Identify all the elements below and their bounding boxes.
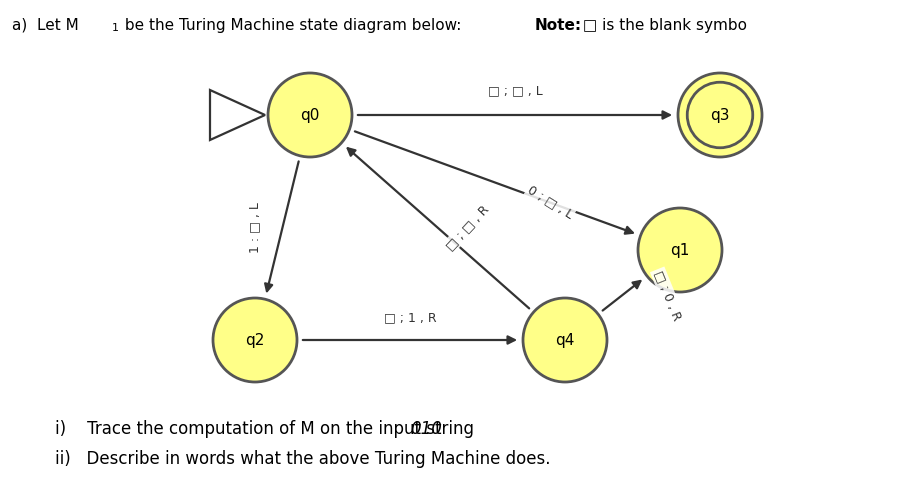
FancyArrowPatch shape bbox=[265, 161, 298, 291]
Circle shape bbox=[678, 73, 762, 157]
Text: □ is the blank symbo: □ is the blank symbo bbox=[578, 18, 747, 33]
Text: 1 : □ , L: 1 : □ , L bbox=[248, 202, 261, 253]
FancyArrowPatch shape bbox=[303, 336, 515, 344]
Text: Note:: Note: bbox=[535, 18, 582, 33]
Text: q4: q4 bbox=[555, 332, 575, 347]
Circle shape bbox=[523, 298, 607, 382]
Text: q2: q2 bbox=[245, 332, 264, 347]
FancyArrowPatch shape bbox=[357, 111, 670, 119]
Text: q3: q3 bbox=[710, 107, 729, 122]
FancyArrowPatch shape bbox=[348, 148, 530, 309]
Text: i)    Trace the computation of M on the input string: i) Trace the computation of M on the inp… bbox=[55, 420, 479, 438]
Text: 1: 1 bbox=[112, 23, 119, 33]
Text: □ ; □ , R: □ ; □ , R bbox=[444, 202, 492, 253]
Text: q0: q0 bbox=[300, 107, 320, 122]
Text: a)  Let M: a) Let M bbox=[12, 18, 79, 33]
Text: □ ; □ , L: □ ; □ , L bbox=[487, 84, 542, 97]
Text: be the Turing Machine state diagram below:: be the Turing Machine state diagram belo… bbox=[120, 18, 472, 33]
Text: 010: 010 bbox=[410, 420, 442, 438]
Circle shape bbox=[213, 298, 297, 382]
Text: □ ; 1 , R: □ ; 1 , R bbox=[384, 311, 437, 324]
FancyArrowPatch shape bbox=[602, 281, 640, 311]
Text: ii)   Describe in words what the above Turing Machine does.: ii) Describe in words what the above Tur… bbox=[55, 450, 551, 468]
Text: q1: q1 bbox=[670, 243, 690, 258]
Circle shape bbox=[268, 73, 352, 157]
Text: 0 ; □ , L: 0 ; □ , L bbox=[525, 184, 575, 222]
Text: □ ; 0 , R: □ ; 0 , R bbox=[651, 268, 683, 322]
FancyArrowPatch shape bbox=[355, 131, 633, 234]
Circle shape bbox=[638, 208, 722, 292]
